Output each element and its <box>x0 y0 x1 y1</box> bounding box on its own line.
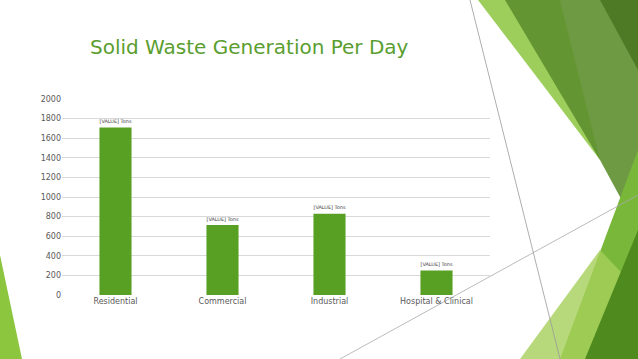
svg-text:Solid Waste Generation Per Day: Solid Waste Generation Per Day <box>90 35 409 59</box>
svg-text:[VALUE] Tons: [VALUE] Tons <box>314 204 346 210</box>
svg-text:800: 800 <box>46 212 61 221</box>
svg-text:600: 600 <box>46 232 61 241</box>
svg-text:1000: 1000 <box>41 193 61 202</box>
svg-text:1200: 1200 <box>41 173 61 182</box>
svg-text:[VALUE] Tons: [VALUE] Tons <box>100 118 132 124</box>
svg-text:Residential: Residential <box>93 297 137 306</box>
svg-text:2000: 2000 <box>41 95 61 104</box>
svg-text:Industrial: Industrial <box>311 297 349 306</box>
svg-text:1800: 1800 <box>41 114 61 123</box>
svg-text:400: 400 <box>46 252 61 261</box>
svg-text:Hospital & Clinical: Hospital & Clinical <box>400 297 473 306</box>
svg-text:0: 0 <box>56 291 61 300</box>
svg-text:1400: 1400 <box>41 154 61 163</box>
svg-text:[VALUE] Tons: [VALUE] Tons <box>207 216 239 222</box>
svg-text:200: 200 <box>46 271 61 280</box>
svg-text:1600: 1600 <box>41 134 61 143</box>
svg-text:Commercial: Commercial <box>199 297 247 306</box>
svg-text:[VALUE] Tons: [VALUE] Tons <box>421 261 453 267</box>
